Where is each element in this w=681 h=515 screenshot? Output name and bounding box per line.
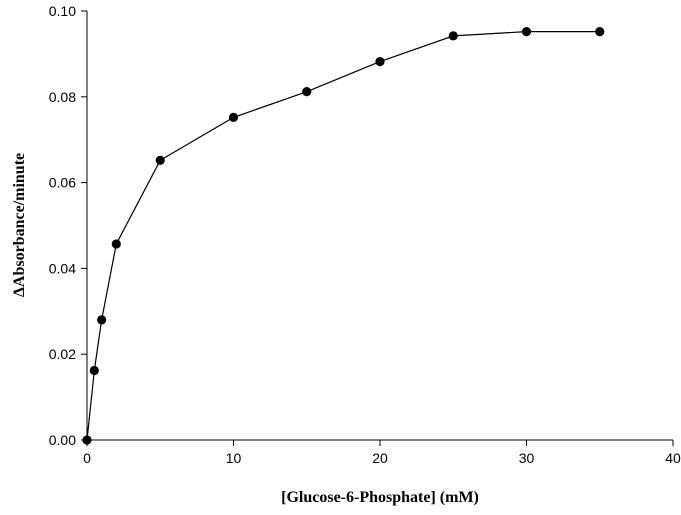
- data-point: [375, 57, 385, 67]
- x-tick-label: 10: [226, 450, 242, 466]
- x-tick-label: 0: [83, 450, 91, 466]
- y-tick-label: 0.08: [49, 89, 76, 105]
- y-axis: 0.00 0.02 0.04 0.06 0.08 0.10: [49, 3, 88, 448]
- series-line: [86, 30, 600, 441]
- data-point: [521, 26, 532, 37]
- data-point: [302, 87, 312, 97]
- data-point: [89, 365, 99, 376]
- series-line-group: [82, 26, 605, 445]
- x-tick-label: 20: [372, 450, 388, 466]
- data-point: [82, 435, 92, 445]
- x-tick-label: 40: [665, 450, 681, 466]
- data-point: [111, 239, 121, 249]
- y-tick-label: 0.00: [49, 432, 76, 448]
- x-tick-label: 30: [519, 450, 535, 466]
- data-point: [448, 31, 458, 41]
- data-point: [228, 112, 239, 122]
- data-point: [97, 315, 107, 325]
- y-tick-label: 0.06: [49, 175, 76, 191]
- x-axis-title: [Glucose-6-Phosphate] (mM): [281, 489, 479, 506]
- y-tick-label: 0.04: [49, 260, 76, 276]
- data-point: [155, 155, 165, 165]
- data-point: [595, 26, 605, 37]
- x-axis: 0 10 20 30 40: [83, 439, 681, 466]
- y-tick-label: 0.02: [49, 346, 76, 362]
- y-axis-title: ΔAbsorbance/minute: [11, 153, 28, 297]
- y-tick-label: 0.10: [49, 3, 76, 19]
